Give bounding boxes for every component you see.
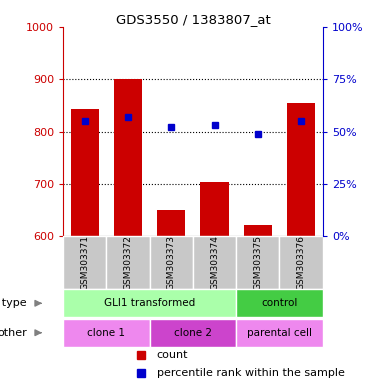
Text: GSM303374: GSM303374 bbox=[210, 235, 219, 290]
Text: cell type: cell type bbox=[0, 298, 27, 308]
Text: GSM303373: GSM303373 bbox=[167, 235, 176, 290]
Text: control: control bbox=[261, 298, 298, 308]
FancyBboxPatch shape bbox=[63, 319, 150, 347]
FancyBboxPatch shape bbox=[63, 289, 236, 318]
FancyBboxPatch shape bbox=[150, 236, 193, 288]
FancyBboxPatch shape bbox=[236, 289, 323, 318]
FancyBboxPatch shape bbox=[63, 236, 106, 288]
FancyBboxPatch shape bbox=[236, 319, 323, 347]
Bar bbox=[114, 79, 142, 236]
Bar bbox=[200, 182, 229, 236]
Text: GLI1 transformed: GLI1 transformed bbox=[104, 298, 195, 308]
Title: GDS3550 / 1383807_at: GDS3550 / 1383807_at bbox=[115, 13, 270, 26]
Bar bbox=[157, 210, 186, 236]
Text: other: other bbox=[0, 328, 27, 338]
Text: GSM303375: GSM303375 bbox=[253, 235, 262, 290]
FancyBboxPatch shape bbox=[193, 236, 236, 288]
Text: GSM303371: GSM303371 bbox=[80, 235, 89, 290]
FancyBboxPatch shape bbox=[236, 236, 279, 288]
Text: count: count bbox=[157, 350, 188, 360]
FancyBboxPatch shape bbox=[106, 236, 150, 288]
Text: clone 1: clone 1 bbox=[87, 328, 125, 338]
Text: parental cell: parental cell bbox=[247, 328, 312, 338]
Bar bbox=[287, 103, 315, 236]
FancyBboxPatch shape bbox=[279, 236, 323, 288]
Text: percentile rank within the sample: percentile rank within the sample bbox=[157, 368, 344, 378]
Text: GSM303372: GSM303372 bbox=[124, 235, 132, 290]
Bar bbox=[244, 225, 272, 236]
Bar bbox=[70, 109, 99, 236]
Text: clone 2: clone 2 bbox=[174, 328, 212, 338]
Text: GSM303376: GSM303376 bbox=[297, 235, 306, 290]
FancyBboxPatch shape bbox=[150, 319, 236, 347]
